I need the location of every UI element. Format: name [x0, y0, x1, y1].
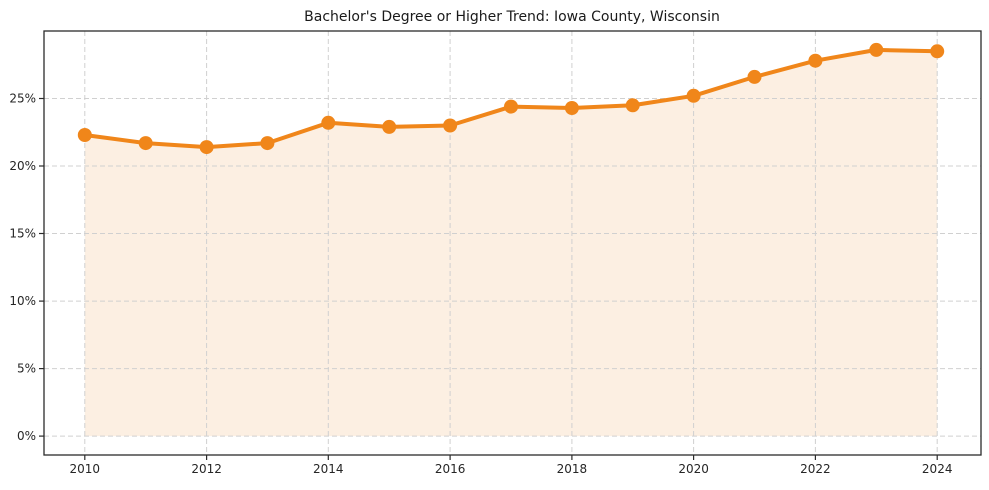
x-tick-label: 2014: [313, 462, 344, 476]
plot-border: [43, 30, 982, 456]
chart-title: Bachelor's Degree or Higher Trend: Iowa …: [304, 9, 720, 25]
y-tick-label: 15%: [9, 227, 36, 241]
plot-area: 0% 5% 10% 15% 20% 25% 2010 2012 2014 2016 2018 2020…: [9, 30, 982, 476]
y-tick-label: 25%: [9, 92, 36, 106]
data-point-2018: [564, 101, 579, 115]
x-tick-label: 2020: [678, 462, 709, 476]
area-fill: [84, 49, 938, 437]
x-tick-label: 2012: [191, 462, 222, 476]
axes: 0% 5% 10% 15% 20% 25% 2010 2012 2014 2016 2018 2020…: [9, 30, 982, 476]
data-point-2024: [930, 44, 945, 59]
data-point-2021: [747, 69, 762, 84]
data-point-2019: [625, 98, 640, 113]
data-points: [77, 42, 945, 155]
x-tick-label: 2022: [800, 462, 831, 476]
x-tick-label: 2018: [557, 462, 588, 476]
data-point-2022: [808, 53, 823, 68]
data-point-2011: [138, 136, 153, 151]
y-tick-label: 10%: [9, 294, 36, 308]
y-tick-label: 0%: [17, 429, 36, 443]
x-tick-label: 2016: [435, 462, 466, 476]
data-point-2023: [869, 42, 884, 57]
data-point-2017: [504, 99, 518, 114]
data-point-2020: [686, 88, 701, 103]
x-tick-label: 2010: [70, 462, 101, 476]
y-tick-label: 5%: [17, 362, 36, 376]
data-point-2014: [321, 115, 336, 130]
gridlines: [44, 31, 981, 455]
x-tick-label: 2024: [922, 462, 953, 476]
data-point-2012: [199, 140, 214, 155]
data-point-2013: [260, 136, 275, 151]
data-point-2015: [382, 119, 397, 134]
data-point-2016: [443, 118, 458, 133]
data-point-2010: [77, 128, 92, 142]
y-tick-label: 20%: [9, 159, 36, 173]
